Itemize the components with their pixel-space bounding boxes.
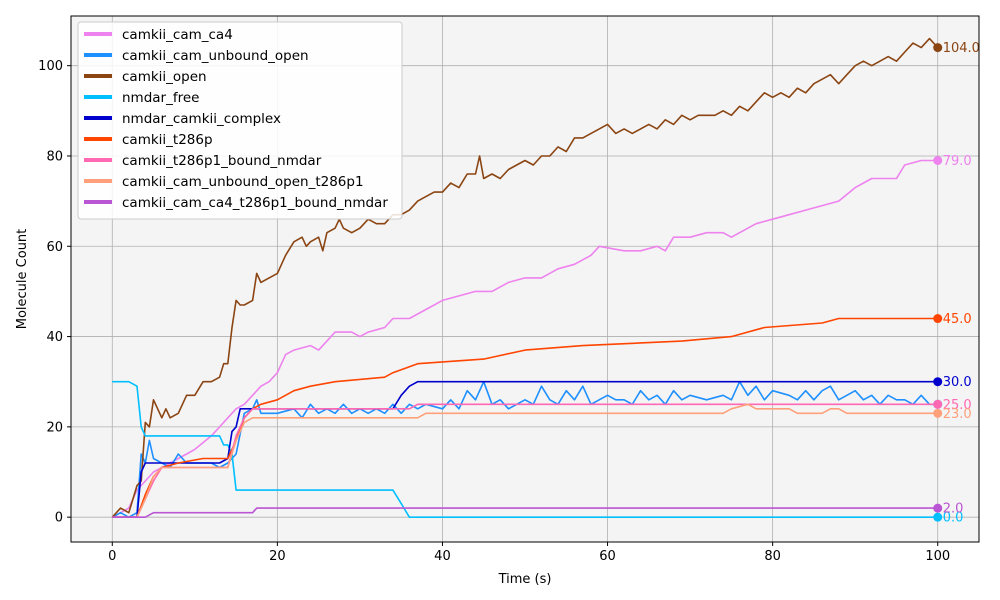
y-tick-label: 20 <box>46 420 63 435</box>
end-value-label: 79.0 <box>943 154 972 169</box>
legend-entry-label: nmdar_free <box>122 90 199 106</box>
end-marker-camkii_t286p <box>933 314 943 324</box>
end-marker-camkii_cam_unbound_open_t286p1 <box>933 408 943 418</box>
y-axis-ticks: 0 20 40 60 80 100 <box>38 59 71 526</box>
end-marker-camkii_cam_ca4 <box>933 155 943 165</box>
y-tick-label: 40 <box>46 330 63 345</box>
end-value-label: 45.0 <box>943 312 972 327</box>
legend-entry-label: camkii_cam_unbound_open_t286p1 <box>122 174 364 190</box>
series-line-camkii_open <box>111 37 939 518</box>
end-marker-camkii_t286p1_bound_nmdar <box>933 399 943 409</box>
x-tick-label: 80 <box>764 549 781 564</box>
plot-frame <box>70 15 980 543</box>
series-line-nmdar_camkii_complex <box>112 380 938 518</box>
legend-entry-label: camkii_cam_unbound_open <box>122 48 309 64</box>
end-value-label: 104.0 <box>943 41 980 56</box>
legend-entry-label: camkii_t286p <box>122 132 213 148</box>
x-axis-ticks: 0 20 40 60 80 100 <box>108 542 950 564</box>
y-tick-label: 60 <box>46 240 63 255</box>
end-value-label: 25.0 <box>943 398 972 413</box>
end-markers: 79.0 104.0 0.0 30.0 45.0 25.023.0 2.0 <box>933 41 980 526</box>
series-lines <box>111 37 939 518</box>
x-tick-label: 100 <box>925 549 950 564</box>
legend-entry-label: camkii_cam_ca4 <box>122 27 233 43</box>
series-line-camkii_t286p <box>112 317 938 518</box>
series-line-camkii_cam_ca4_t286p1_bound_nmdar <box>112 507 938 518</box>
end-marker-camkii_cam_ca4_t286p1_bound_nmdar <box>933 503 943 513</box>
x-tick-label: 20 <box>269 549 286 564</box>
series-line-camkii_cam_unbound_open <box>111 380 938 518</box>
y-tick-label: 100 <box>38 59 63 74</box>
series-line-camkii_cam_unbound_open_t286p1 <box>112 403 938 518</box>
x-tick-label: 0 <box>108 549 116 564</box>
x-tick-label: 40 <box>434 549 451 564</box>
legend-box <box>77 21 403 220</box>
y-tick-label: 80 <box>46 149 63 164</box>
legend-entry-label: camkii_t286p1_bound_nmdar <box>122 153 322 169</box>
end-marker-nmdar_free <box>933 512 943 522</box>
end-value-label: 2.0 <box>943 502 964 517</box>
end-marker-nmdar_camkii_complex <box>933 377 943 387</box>
series-line-nmdar_free <box>112 380 938 518</box>
y-axis-label: Molecule Count <box>15 229 30 330</box>
series-line-camkii_cam_ca4 <box>111 159 938 518</box>
legend-entry-label: camkii_cam_ca4_t286p1_bound_nmdar <box>122 195 388 211</box>
x-tick-label: 60 <box>599 549 616 564</box>
y-tick-label: 0 <box>55 511 63 526</box>
end-value-label: 30.0 <box>943 375 972 390</box>
x-axis-label: Time (s) <box>498 572 552 587</box>
end-value-label: 0.0 <box>943 511 964 526</box>
legend-entry-label: camkii_open <box>122 69 207 85</box>
legend-entry-label: nmdar_camkii_complex <box>122 111 281 127</box>
end-marker-camkii_open <box>933 43 943 53</box>
legend: camkii_cam_ca4 camkii_cam_unbound_opencam… <box>77 21 403 220</box>
end-value-label: 23.0 <box>943 407 972 422</box>
